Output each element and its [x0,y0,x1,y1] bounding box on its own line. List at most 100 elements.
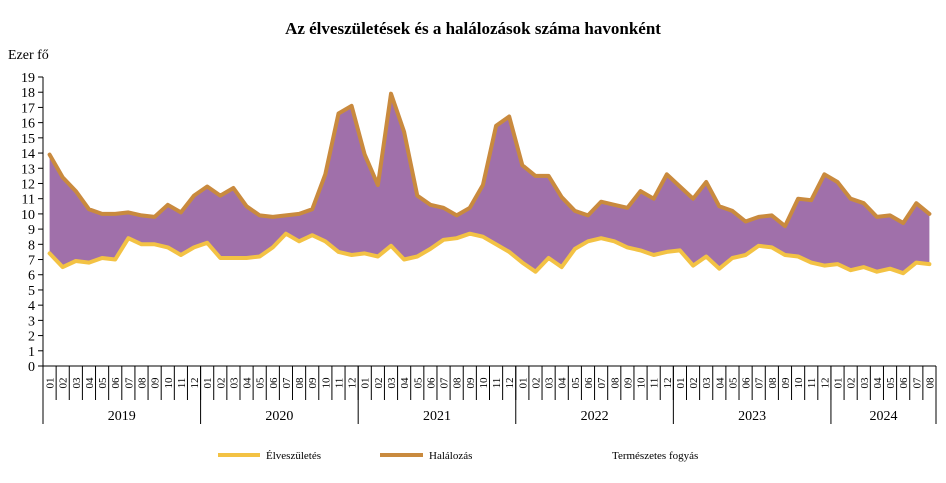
axes [38,76,937,424]
x-month-label: 11 [334,378,346,389]
x-month-label: 03 [228,377,240,389]
x-month-label: 02 [215,378,227,389]
x-month-label: 07 [439,377,451,389]
y-tick-label: 13 [21,162,35,177]
x-month-label: 01 [45,378,57,389]
x-month-label: 12 [504,378,516,389]
y-axis-label: Ezer fő [8,48,49,63]
y-tick-label: 0 [28,360,35,375]
y-tick-label: 4 [28,299,35,314]
x-month-label: 07 [281,377,293,389]
x-month-label: 04 [872,377,884,389]
x-month-label: 08 [452,377,464,389]
x-month-label: 04 [399,377,411,389]
x-month-label: 05 [885,377,897,389]
y-tick-label: 2 [28,330,35,345]
x-month-label: 11 [649,378,661,389]
x-month-label: 01 [517,378,529,389]
x-month-label: 09 [307,377,319,389]
x-month-label: 04 [242,377,254,389]
x-month-label: 10 [478,377,490,389]
legend: Élveszületés Halálozás Természetes fogyás [218,450,698,462]
x-month-label: 01 [833,378,845,389]
x-month-label: 12 [347,378,359,389]
x-month-label: 01 [202,378,214,389]
x-month-label: 04 [557,377,569,389]
x-year-label: 2023 [738,409,766,424]
x-month-label: 03 [701,377,713,389]
x-year-label: 2020 [265,409,293,424]
y-tick-label: 19 [21,71,35,86]
births-line [47,231,932,276]
y-tick-label: 3 [28,314,35,329]
x-month-label: 03 [386,377,398,389]
x-month-label: 09 [465,377,477,389]
x-month-label: 08 [294,377,306,389]
x-month-label: 01 [675,378,687,389]
y-tick-label: 14 [21,147,35,162]
x-month-label: 09 [780,377,792,389]
y-tick-label: 1 [28,345,35,360]
x-month-label: 04 [714,377,726,389]
y-tick-label: 11 [22,193,35,208]
x-month-label: 05 [727,377,739,389]
x-month-label: 06 [583,377,595,389]
x-month-label: 02 [846,378,858,389]
x-month-label: 06 [268,377,280,389]
x-month-label: 08 [609,377,621,389]
y-tick-label: 8 [28,238,35,253]
x-month-label: 02 [373,378,385,389]
y-tick-label: 9 [28,223,35,238]
x-month-label: 05 [570,377,582,389]
x-month-label: 02 [688,378,700,389]
y-tick-label: 17 [21,101,35,116]
x-month-label: 10 [636,377,648,389]
x-month-label: 04 [84,377,96,389]
x-month-label: 03 [859,377,871,389]
y-tick-label: 18 [21,86,35,101]
chart-title: Az élveszületések és a halálozások száma… [285,19,661,38]
legend-label-natural-decrease: Természetes fogyás [612,450,698,462]
x-month-label: 05 [97,377,109,389]
x-month-label: 06 [110,377,122,389]
x-month-label: 08 [767,377,779,389]
x-month-label: 01 [360,378,372,389]
y-tick-label: 10 [21,208,35,223]
legend-label-deaths: Halálozás [429,450,472,462]
x-month-label: 02 [58,378,70,389]
x-month-label: 09 [150,377,162,389]
x-month-label: 09 [622,377,634,389]
x-year-label: 2022 [581,409,609,424]
x-year-label: 2024 [870,409,898,424]
x-month-label: 10 [163,377,175,389]
x-month-label: 05 [412,377,424,389]
y-tick-label: 16 [21,117,35,132]
natural-decrease-area [49,93,930,274]
y-tick-label: 7 [28,254,35,269]
x-month-label: 07 [754,377,766,389]
x-month-label: 12 [662,378,674,389]
legend-label-births: Élveszületés [266,450,321,462]
x-month-label: 11 [491,378,503,389]
x-month-label: 07 [911,377,923,389]
x-month-label: 03 [71,377,83,389]
x-month-label: 12 [819,378,831,389]
x-month-label: 08 [137,377,149,389]
x-month-label: 05 [255,377,267,389]
x-month-label: 08 [924,377,936,389]
x-month-label: 07 [596,377,608,389]
x-month-label: 12 [189,378,201,389]
x-month-label: 03 [544,377,556,389]
deaths-line [47,91,932,229]
x-month-label: 10 [320,377,332,389]
y-tick-label: 6 [28,269,35,284]
x-year-label: 2021 [423,409,451,424]
x-month-label: 06 [425,377,437,389]
series-lines [47,91,932,276]
x-year-label: 2019 [108,409,136,424]
y-tick-label: 5 [28,284,35,299]
x-month-label: 07 [123,377,135,389]
y-tick-label: 15 [21,132,35,147]
